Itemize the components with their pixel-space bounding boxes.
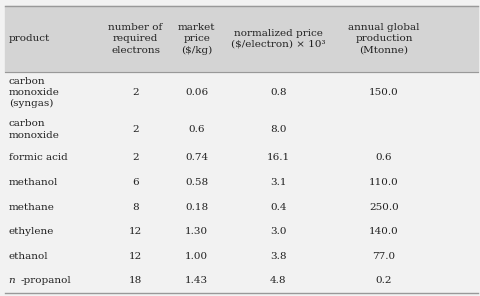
Text: annual global
production
(Mtonne): annual global production (Mtonne) bbox=[348, 23, 420, 54]
Text: 0.6: 0.6 bbox=[376, 153, 392, 163]
Text: 2: 2 bbox=[132, 125, 139, 134]
Text: carbon
monoxide
(syngas): carbon monoxide (syngas) bbox=[9, 77, 60, 108]
Text: formic acid: formic acid bbox=[9, 153, 67, 163]
Text: 16.1: 16.1 bbox=[267, 153, 290, 163]
Text: 0.8: 0.8 bbox=[270, 88, 287, 97]
Text: 140.0: 140.0 bbox=[369, 227, 399, 236]
Text: 8: 8 bbox=[132, 202, 139, 212]
Text: 150.0: 150.0 bbox=[369, 88, 399, 97]
Text: 18: 18 bbox=[129, 276, 142, 285]
Text: n: n bbox=[9, 276, 15, 285]
Text: 8.0: 8.0 bbox=[270, 125, 287, 134]
Text: carbon
monoxide: carbon monoxide bbox=[9, 120, 60, 140]
Text: 0.6: 0.6 bbox=[189, 125, 205, 134]
Text: 0.58: 0.58 bbox=[185, 178, 208, 187]
Text: number of
required
electrons: number of required electrons bbox=[108, 23, 163, 54]
Text: 3.0: 3.0 bbox=[270, 227, 287, 236]
Text: product: product bbox=[9, 34, 50, 44]
Text: 12: 12 bbox=[129, 227, 142, 236]
Text: 0.2: 0.2 bbox=[376, 276, 392, 285]
Text: 250.0: 250.0 bbox=[369, 202, 399, 212]
Text: 0.06: 0.06 bbox=[185, 88, 208, 97]
Text: 3.8: 3.8 bbox=[270, 252, 287, 261]
Text: 1.30: 1.30 bbox=[185, 227, 208, 236]
Text: 2: 2 bbox=[132, 88, 139, 97]
Text: 0.74: 0.74 bbox=[185, 153, 208, 163]
Text: ethylene: ethylene bbox=[9, 227, 54, 236]
Bar bbox=[5, 6, 478, 72]
Text: normalized price
($/electron) × 10³: normalized price ($/electron) × 10³ bbox=[231, 29, 325, 49]
Text: 2: 2 bbox=[132, 153, 139, 163]
Text: -propanol: -propanol bbox=[20, 276, 71, 285]
Text: 3.1: 3.1 bbox=[270, 178, 287, 187]
Text: 1.43: 1.43 bbox=[185, 276, 208, 285]
Text: 0.4: 0.4 bbox=[270, 202, 287, 212]
Text: 1.00: 1.00 bbox=[185, 252, 208, 261]
Text: market
price
($/kg): market price ($/kg) bbox=[178, 23, 216, 55]
Text: 4.8: 4.8 bbox=[270, 276, 287, 285]
Text: methane: methane bbox=[9, 202, 55, 212]
Text: 0.18: 0.18 bbox=[185, 202, 208, 212]
Text: methanol: methanol bbox=[9, 178, 58, 187]
Text: 110.0: 110.0 bbox=[369, 178, 399, 187]
Text: 77.0: 77.0 bbox=[372, 252, 396, 261]
Text: ethanol: ethanol bbox=[9, 252, 48, 261]
Text: 6: 6 bbox=[132, 178, 139, 187]
Text: 12: 12 bbox=[129, 252, 142, 261]
